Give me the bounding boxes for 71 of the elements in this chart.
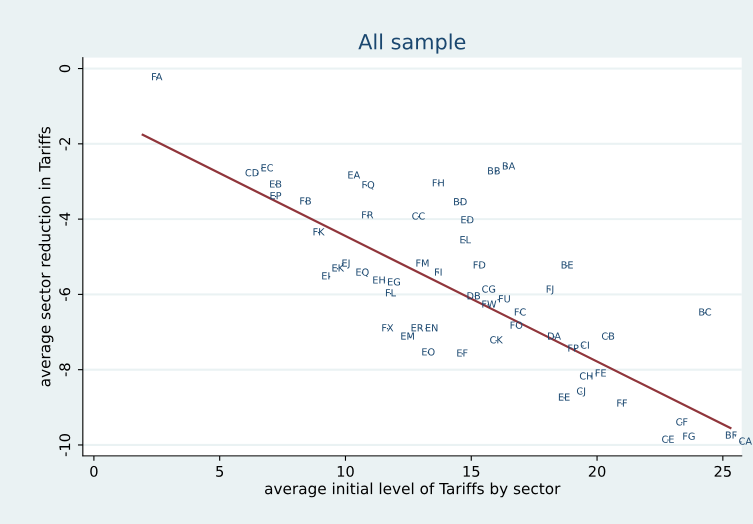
data-label: DB [467, 292, 480, 300]
data-label: EA [348, 171, 360, 179]
y-tick-label: -4 [59, 212, 70, 226]
x-tick-label: 15 [464, 466, 480, 477]
data-label: BD [454, 198, 467, 206]
y-tick-label: -6 [59, 288, 70, 301]
data-label: EF [457, 349, 468, 357]
data-label: EB [270, 180, 282, 188]
data-label: EH [373, 276, 385, 284]
data-label: EE [558, 394, 570, 401]
data-label: CB [602, 332, 614, 340]
data-label: BE [562, 261, 573, 268]
y-axis-title: average sector reduction in Tariffs [38, 126, 54, 386]
data-label: CG [482, 285, 496, 293]
data-label: FD [474, 261, 486, 268]
data-label: CD [245, 169, 259, 176]
data-label: FF [617, 400, 627, 407]
y-tick-label: 0 [59, 64, 70, 72]
data-label: FL [386, 289, 396, 296]
data-label: FR [362, 211, 374, 218]
x-tick-label: 5 [216, 466, 224, 477]
data-label: ER [412, 324, 424, 332]
x-tick-label: 0 [90, 466, 98, 477]
data-label: FI [435, 268, 442, 276]
data-label: CF [676, 418, 688, 426]
data-label: EJ [342, 260, 350, 269]
data-label: FU [498, 295, 510, 302]
data-label: BF [726, 432, 737, 439]
chart-title: All sample [358, 33, 466, 54]
y-tick-label: -2 [59, 138, 70, 150]
y-tick-label: -10 [59, 434, 70, 456]
data-label: FB [300, 197, 311, 204]
data-label: FE [596, 369, 606, 377]
x-tick-label: 20 [588, 466, 606, 477]
data-label: FK [314, 228, 325, 236]
data-label: FC [514, 308, 526, 316]
data-label: FO [510, 321, 522, 329]
x-tick-label: 25 [714, 466, 731, 477]
data-label: BB [488, 167, 500, 174]
data-label: EG [388, 278, 400, 286]
data-label: FH [432, 179, 444, 186]
data-label: FA [152, 73, 162, 80]
data-label: BC [699, 308, 712, 316]
data-label: ED [461, 216, 474, 224]
data-label: FJ [546, 285, 554, 295]
data-label: DA [548, 332, 561, 340]
data-label: EL [460, 236, 471, 244]
data-label: FX [382, 324, 394, 332]
data-label: FQ [362, 181, 374, 190]
data-label: EN [426, 324, 438, 332]
data-label: FW [482, 300, 496, 308]
data-label: CE [662, 436, 674, 443]
data-label: CK [490, 336, 503, 344]
data-label: EP [270, 192, 282, 200]
data-label: CC [412, 212, 425, 220]
x-axis-title: average initial level of Tariffs by sector [265, 482, 560, 498]
data-label: CH [580, 372, 592, 380]
data-label: FM [416, 260, 428, 267]
y-tick-label: -8 [59, 363, 70, 376]
data-label: EI [322, 272, 330, 280]
data-label: EK [332, 264, 344, 272]
data-label: CA [739, 437, 752, 445]
data-label: BA [502, 162, 516, 170]
data-label: EO [422, 348, 435, 356]
x-tick-label: 10 [338, 466, 354, 477]
data-label: EC [262, 164, 273, 172]
data-label: EQ [356, 268, 369, 277]
data-label: FG [683, 432, 695, 440]
data-label: CJ [576, 387, 586, 397]
data-label: CI [580, 341, 589, 349]
data-label: EM [401, 332, 414, 340]
